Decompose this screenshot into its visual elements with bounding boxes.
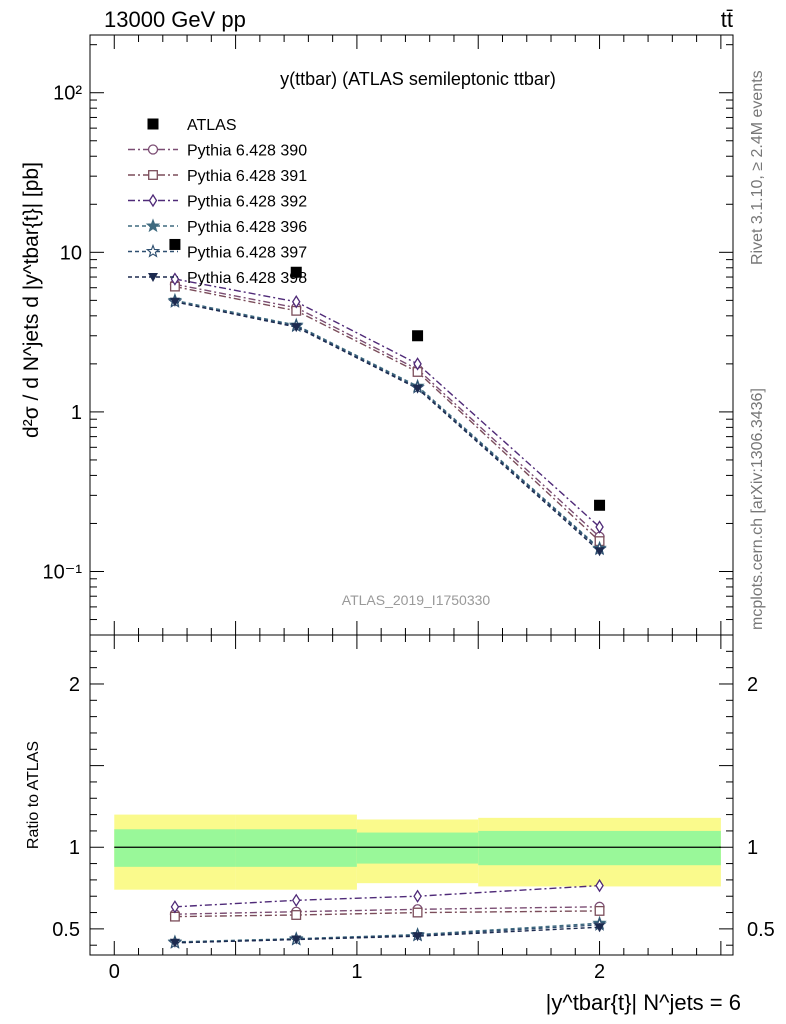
ratio-y-tick-label-right-1: 1	[747, 837, 758, 859]
ratio-inner-band-0	[114, 829, 236, 867]
ratio-y-tick-label-0: 0.5	[52, 919, 80, 941]
ratio-line-3	[174, 922, 600, 943]
legend-label-1: Pythia 6.428 390	[187, 143, 307, 160]
data-point-6-3	[594, 547, 605, 557]
plot-title: y(ttbar) (ATLAS semileptonic ttbar)	[280, 69, 556, 89]
main-panel: y(ttbar) (ATLAS semileptonic ttbar) ATLA…	[20, 34, 734, 636]
legend-label-2: Pythia 6.428 391	[187, 168, 307, 185]
data-point-6-2	[412, 384, 423, 394]
data-point-0-2	[412, 330, 424, 342]
series-line-1	[174, 283, 600, 538]
data-point-0-1	[290, 266, 302, 278]
ratio-y-tick-label-right-2: 2	[747, 674, 758, 696]
ratio-y-axis-label: Ratio to ATLAS	[25, 741, 42, 849]
ratio-point-1-1	[291, 910, 302, 920]
x-tick-label-1: 1	[351, 961, 362, 983]
ratio-inner-band-2	[356, 832, 479, 864]
data-point-6-1	[291, 323, 302, 333]
series-line-3	[174, 278, 600, 528]
main-y-tick-label-3: 10²	[53, 83, 82, 105]
mcplots-label: mcplots.cern.ch [arXiv:1306.3436]	[749, 388, 766, 630]
legend-marker-3	[148, 193, 158, 208]
ratio-line-1	[174, 910, 600, 918]
ratio-y-tick-label-1: 1	[69, 837, 80, 859]
ratio-point-1-3	[594, 905, 605, 916]
series-line-6	[174, 301, 600, 552]
legend-marker-0	[147, 118, 159, 130]
main-y-tick-label-0: 10⁻¹	[43, 561, 83, 583]
ratio-point-2-3	[595, 878, 604, 893]
series-line-2	[174, 285, 600, 542]
ratio-plot-frame	[89, 634, 734, 956]
legend: ATLAS Pythia 6.428 390 Pythia 6.428 391 Pyt…	[128, 117, 307, 287]
legend-marker-5	[145, 243, 161, 258]
series-line-4	[174, 299, 600, 549]
process-label: tt̄	[721, 7, 733, 32]
series-line-5	[174, 301, 600, 550]
ratio-point-1-2	[412, 907, 423, 918]
main-y-axis-label: d²σ / d N^jets d |y^tbar{t}| [pb]	[20, 162, 43, 438]
legend-marker-6	[148, 273, 158, 282]
ratio-y-tick-label-2: 2	[69, 674, 80, 696]
x-tick-label-2: 2	[594, 961, 605, 983]
ratio-point-5-0	[169, 938, 180, 948]
main-y-tick-label-1: 1	[71, 402, 82, 424]
ratio-panel: Ratio to ATLAS 0.5 0.5 1 1 2 2 0 1 2 |y^tbar{t}|…	[25, 634, 775, 1015]
legend-marker-1	[147, 144, 159, 155]
ratio-inner-band-1	[235, 829, 357, 867]
ratio-line-5	[174, 926, 600, 944]
legend-label-6: Pythia 6.428 398	[187, 270, 307, 287]
ratio-point-5-1	[291, 935, 302, 945]
ratio-line-2	[174, 884, 600, 908]
ratio-line-0	[174, 906, 600, 915]
main-y-tick-label-2: 10	[60, 242, 82, 264]
data-point-0-0	[169, 238, 181, 250]
ratio-point-5-3	[594, 923, 605, 933]
data-point-3-3	[595, 520, 604, 534]
data-point-3-2	[413, 357, 422, 371]
ratio-inner-band-3	[478, 830, 721, 866]
data-point-3-1	[291, 295, 301, 309]
analysis-watermark: ATLAS_2019_I1750330	[342, 592, 491, 608]
energy-label: 13000 GeV pp	[104, 7, 246, 32]
x-axis-label: |y^tbar{t}| N^jets = 6	[546, 990, 741, 1015]
ratio-point-2-1	[291, 893, 301, 908]
ratio-point-2-2	[413, 889, 422, 903]
data-point-6-0	[169, 297, 180, 307]
ratio-point-5-2	[412, 932, 423, 942]
ratio-y-tick-label-right-0: 0.5	[747, 919, 775, 941]
legend-label-0: ATLAS	[187, 117, 237, 134]
ratio-point-1-0	[169, 911, 180, 922]
legend-label-4: Pythia 6.428 396	[187, 219, 307, 236]
legend-label-3: Pythia 6.428 392	[187, 194, 307, 211]
legend-marker-4	[145, 218, 161, 233]
data-point-0-3	[594, 499, 606, 511]
x-tick-label-0: 0	[109, 961, 120, 983]
legend-label-5: Pythia 6.428 397	[187, 245, 307, 262]
ratio-point-2-0	[170, 900, 180, 914]
legend-marker-2	[148, 170, 158, 180]
rivet-version-label: Rivet 3.1.10, ≥ 2.4M events	[749, 70, 766, 265]
